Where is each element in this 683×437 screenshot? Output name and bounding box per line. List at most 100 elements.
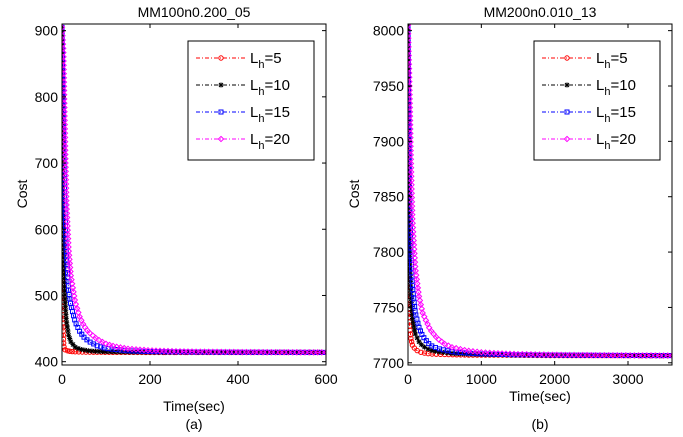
data-point — [62, 104, 68, 111]
data-point — [441, 349, 447, 355]
legend-label-sub: h — [258, 86, 264, 98]
data-point — [408, 295, 414, 301]
data-point — [92, 348, 98, 354]
legend-label: Lh=15 — [250, 104, 290, 125]
data-point — [435, 336, 443, 343]
data-point — [408, 47, 412, 55]
data-point — [553, 351, 561, 359]
data-point — [66, 256, 73, 263]
data-point — [469, 348, 477, 355]
x-tick-label: 200 — [138, 371, 162, 387]
data-point — [452, 344, 460, 352]
legend-box — [187, 40, 315, 161]
data-point — [124, 345, 132, 353]
data-point — [410, 319, 416, 325]
x-axis-label: Time(sec) — [163, 398, 225, 414]
legend-entry: Lh=20 — [542, 131, 636, 152]
data-point — [62, 276, 67, 282]
legend-label-tail: =20 — [264, 131, 289, 148]
data-point — [293, 348, 300, 356]
data-point — [132, 346, 140, 353]
data-point — [99, 349, 105, 355]
data-point — [570, 351, 578, 359]
data-point — [473, 348, 481, 356]
data-point — [409, 307, 415, 313]
legend-label: Lh=10 — [250, 77, 290, 98]
data-point — [109, 342, 117, 350]
data-point — [62, 49, 67, 56]
data-point — [305, 348, 313, 356]
data-point — [408, 197, 412, 203]
data-point — [408, 198, 416, 206]
chart-title: MM200n0.010_13 — [484, 4, 597, 20]
data-point — [630, 352, 638, 359]
x-tick-label: 1000 — [466, 371, 497, 387]
data-point — [418, 342, 424, 348]
data-point — [566, 351, 574, 359]
legend-swatch-marker — [218, 55, 224, 61]
data-point — [70, 341, 76, 347]
x-tick-label: 400 — [226, 371, 250, 387]
data-point — [62, 121, 69, 128]
data-point — [531, 351, 539, 358]
data-point — [462, 351, 468, 357]
data-point — [635, 352, 642, 359]
series-group — [408, 24, 672, 359]
data-point — [222, 349, 228, 355]
data-point — [408, 190, 416, 197]
legend-label: Lh=10 — [596, 77, 636, 98]
data-point — [639, 352, 646, 359]
data-point — [408, 60, 413, 68]
data-point — [647, 352, 655, 359]
data-point — [62, 36, 67, 44]
data-point — [264, 348, 271, 356]
legend-label-tail: =20 — [610, 131, 635, 148]
data-point — [62, 271, 67, 277]
data-point — [66, 332, 72, 338]
data-point — [63, 205, 71, 213]
data-point — [425, 346, 431, 352]
chart-panel-a: 0 200 400 600 400 500 600 700 800 900 MM100n0.20… — [14, 4, 338, 432]
data-point — [66, 264, 74, 271]
legend-entry: Lh=20 — [196, 131, 290, 152]
data-point — [102, 340, 110, 348]
data-point — [409, 303, 415, 309]
data-point — [408, 184, 412, 190]
data-point — [660, 352, 667, 359]
data-point — [64, 324, 70, 330]
data-point — [408, 155, 415, 163]
data-point — [523, 350, 530, 358]
y-axis-label: Cost — [14, 180, 30, 209]
legend-label-tail: =15 — [610, 104, 635, 121]
data-point — [461, 346, 468, 354]
data-point — [527, 351, 535, 358]
data-point — [284, 348, 292, 356]
y-tick-label: 400 — [35, 354, 59, 370]
data-point — [408, 175, 412, 181]
data-point — [67, 268, 74, 275]
data-point — [289, 348, 296, 356]
data-point — [408, 179, 412, 185]
legend-swatch-marker — [218, 82, 224, 88]
legend-label-sub: h — [604, 86, 610, 98]
data-point — [63, 312, 69, 318]
data-point — [412, 327, 418, 333]
data-point — [63, 201, 70, 209]
legend-label-base: L — [250, 50, 258, 67]
data-point — [64, 239, 72, 247]
data-point — [613, 351, 621, 359]
data-point — [234, 348, 242, 356]
data-point — [487, 352, 493, 358]
data-point — [85, 348, 91, 354]
data-point — [514, 350, 522, 358]
legend-label: Lh=5 — [596, 50, 628, 71]
data-point — [441, 340, 448, 348]
series-line — [408, 25, 672, 357]
data-point — [408, 69, 413, 77]
data-point — [600, 351, 608, 359]
y-tick-label: 7750 — [373, 299, 404, 315]
data-point — [205, 348, 212, 356]
data-point — [64, 320, 70, 326]
data-point — [408, 181, 415, 189]
